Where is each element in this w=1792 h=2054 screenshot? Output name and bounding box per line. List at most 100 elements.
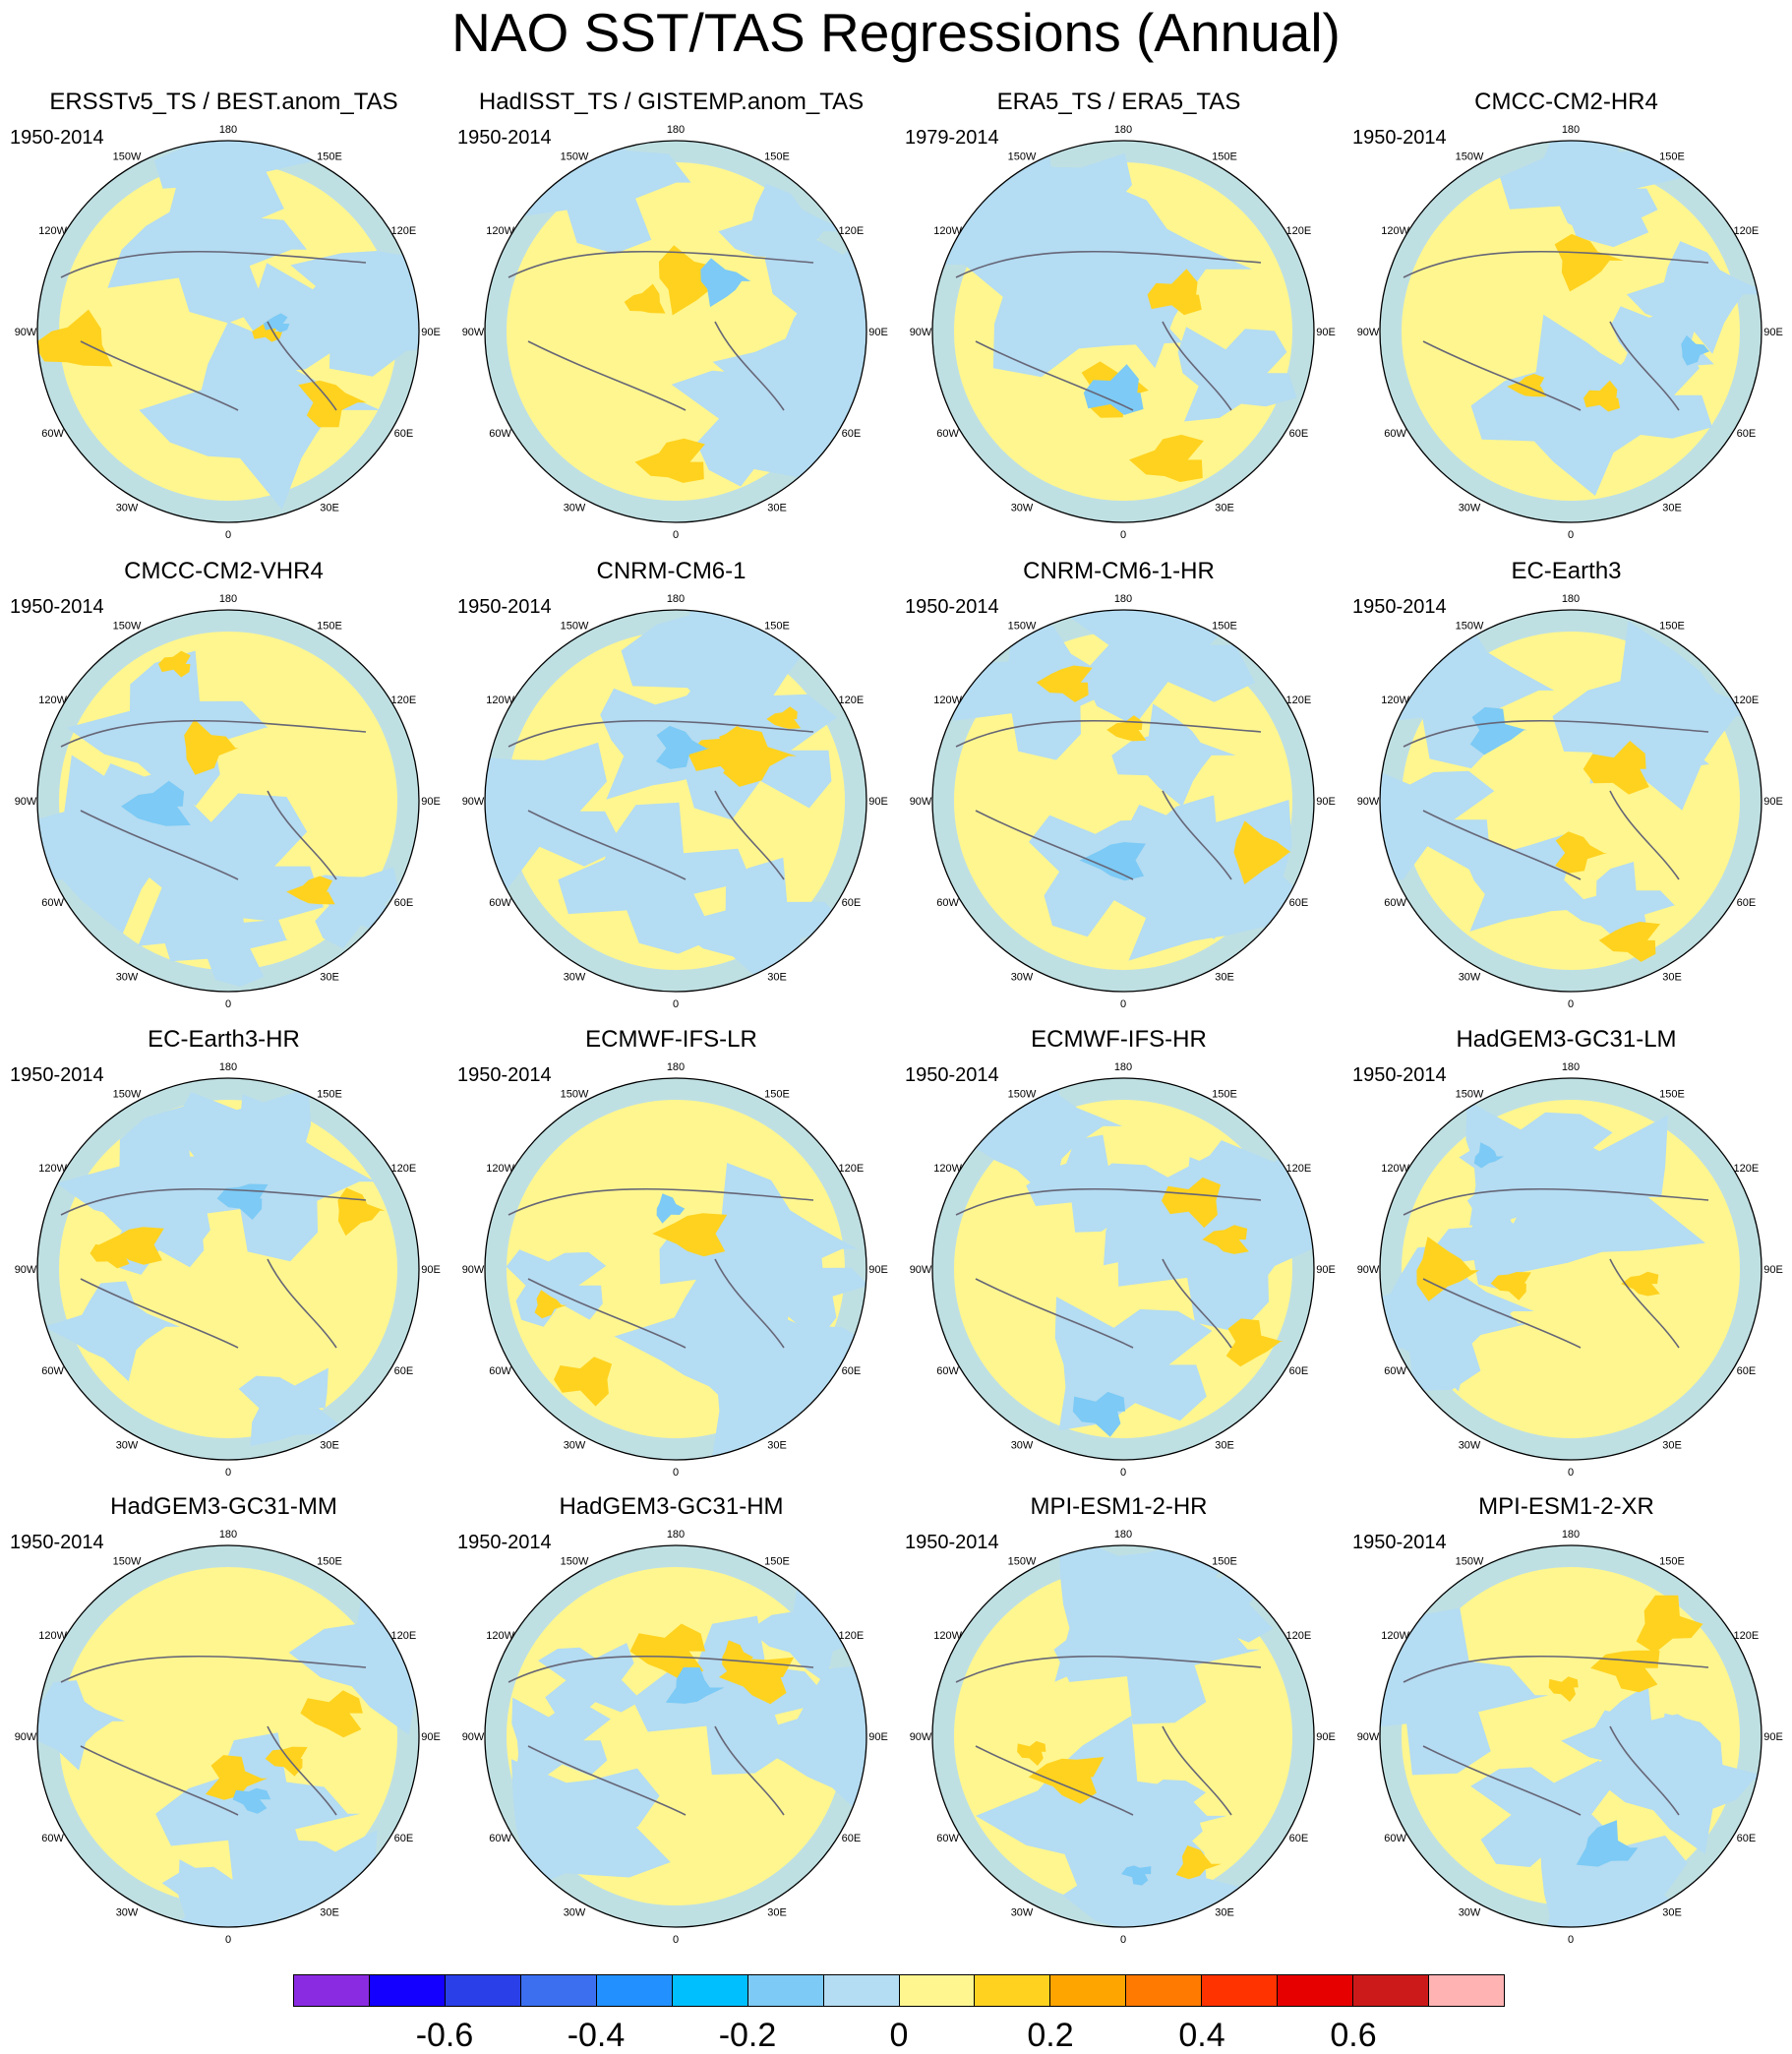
field-negative-region [485, 742, 625, 889]
panel-title: CNRM-CM6-1 [596, 558, 747, 584]
longitude-label: 90W [910, 1264, 932, 1276]
coastline [508, 719, 814, 880]
field-positive-strong [766, 706, 802, 729]
longitude-label: 90W [15, 1264, 37, 1276]
field-negative-region [43, 1281, 181, 1382]
longitude-label: 60E [394, 1833, 414, 1844]
longitude-label: 30W [564, 1906, 586, 1918]
longitude-label: 90W [462, 1731, 485, 1743]
polar-map: 180 150E 120E 90E 60E 30E 0 30W 60W 90W 120W 150W [1357, 1529, 1783, 1946]
longitude-label: 180 [667, 1529, 685, 1540]
map-panel: ERA5_TS / ERA5_TAS 1979-2014 180 150E 120E 90… [895, 89, 1343, 551]
longitude-label: 90W [910, 796, 932, 808]
panel-period: 1950-2014 [905, 596, 999, 618]
coastline [60, 719, 367, 880]
field-positive-strong [206, 1755, 268, 1800]
longitude-label: 150W [113, 1556, 142, 1568]
longitude-label: 150E [317, 621, 342, 633]
field-positive-strong [1129, 434, 1204, 482]
field-positive-strong [1548, 1676, 1579, 1703]
longitude-label: 180 [1114, 124, 1132, 136]
field-negative-strong [216, 1183, 269, 1220]
longitude-label: 60W [936, 1833, 959, 1844]
field-negative-region [37, 610, 419, 992]
longitude-label: 60W [41, 1833, 64, 1844]
longitude-label: 120W [486, 1630, 514, 1642]
longitude-label: 150E [1659, 621, 1685, 633]
colorbar-box [596, 1975, 673, 2006]
polar-map: 180 150E 120E 90E 60E 30E 0 30W 60W 90W 120W 150W [15, 124, 441, 541]
field-negative-region [1026, 1134, 1156, 1233]
field-negative-region [257, 263, 396, 374]
field-negative-region [1094, 795, 1282, 939]
longitude-label: 150E [317, 1089, 342, 1101]
map-panel: EC-Earth3 1950-2014 180 150E 120E 90E 60E 30E 0 3… [1343, 558, 1790, 1020]
longitude-label: 0 [1568, 1934, 1574, 1946]
longitude-label: 150E [1212, 151, 1237, 163]
field-negative-region [932, 1078, 1314, 1460]
longitude-label: 90W [462, 327, 485, 338]
longitude-label: 120E [391, 1163, 417, 1175]
field-negative-region [1177, 327, 1297, 422]
panel-period: 1950-2014 [10, 1064, 104, 1086]
longitude-label: 90E [1763, 1731, 1783, 1743]
panel-title: CMCC-CM2-HR4 [1474, 89, 1658, 115]
field-negative-region [37, 141, 419, 522]
polar-map: 180 150E 120E 90E 60E 30E 0 30W 60W 90W 120W 150W [462, 1061, 888, 1479]
longitude-label: 60E [1289, 1365, 1309, 1377]
longitude-label: 120W [933, 1630, 962, 1642]
longitude-label: 60W [489, 1833, 511, 1844]
longitude-label: 120E [839, 695, 865, 706]
longitude-label: 120W [1381, 695, 1409, 706]
longitude-label: 150W [1456, 1089, 1484, 1101]
longitude-label: 150W [1456, 151, 1484, 163]
field-negative-region [174, 1094, 376, 1262]
polar-map: 180 150E 120E 90E 60E 30E 0 30W 60W 90W 120W 150W [1357, 1061, 1783, 1479]
longitude-label: 30W [1459, 1906, 1481, 1918]
longitude-label: 60E [394, 428, 414, 440]
longitude-label: 30E [320, 502, 339, 514]
longitude-label: 120W [1381, 1163, 1409, 1175]
polar-map: 180 150E 120E 90E 60E 30E 0 30W 60W 90W 120W 150W [462, 124, 888, 541]
longitude-label: 30W [564, 971, 586, 983]
field-positive-strong [1202, 1225, 1249, 1254]
field-negative-region [1380, 610, 1555, 769]
field-negative-region [107, 162, 308, 324]
map-boundary [36, 140, 420, 523]
field-negative-region [538, 1643, 642, 1717]
longitude-label: 30E [1662, 1906, 1682, 1918]
field-negative-strong [1681, 334, 1711, 366]
longitude-label: 30E [1215, 971, 1234, 983]
longitude-label: 60W [489, 428, 511, 440]
field-negative-region [1626, 241, 1762, 354]
longitude-label: 60W [41, 428, 64, 440]
longitude-label: 90W [910, 1731, 932, 1743]
longitude-label: 0 [673, 998, 679, 1010]
longitude-label: 30W [1011, 1439, 1034, 1451]
field-positive-strong [629, 1623, 706, 1681]
polar-map: 180 150E 120E 90E 60E 30E 0 30W 60W 90W 120W 150W [910, 1061, 1336, 1479]
longitude-label: 0 [1120, 1467, 1126, 1479]
coastline [1403, 719, 1709, 880]
panel-period: 1950-2014 [905, 1064, 999, 1086]
longitude-label: 150W [113, 621, 142, 633]
panel-period: 1950-2014 [457, 1064, 552, 1086]
field-negative-region [37, 1680, 126, 1771]
field-positive-strong [1554, 233, 1624, 292]
polar-map: 180 150E 120E 90E 60E 30E 0 30W 60W 90W 120W 150W [15, 593, 441, 1010]
longitude-label: 90W [462, 1264, 485, 1276]
panel-title: EC-Earth3-HR [148, 1026, 300, 1053]
field-positive-strong [158, 650, 191, 678]
field-negative-region [139, 321, 381, 510]
coastline [60, 1655, 367, 1816]
longitude-label: 150E [764, 151, 790, 163]
longitude-label: 60E [394, 1365, 414, 1377]
map-boundary [484, 1544, 867, 1928]
polar-map: 180 150E 120E 90E 60E 30E 0 30W 60W 90W 120W 150W [462, 1529, 888, 1946]
field-negative-strong [656, 725, 710, 769]
panel-period: 1950-2014 [457, 127, 552, 149]
longitude-label: 30E [320, 1906, 339, 1918]
longitude-label: 150E [1659, 1089, 1685, 1101]
longitude-label: 60E [1289, 897, 1309, 909]
field-negative-region [1535, 1826, 1699, 1927]
